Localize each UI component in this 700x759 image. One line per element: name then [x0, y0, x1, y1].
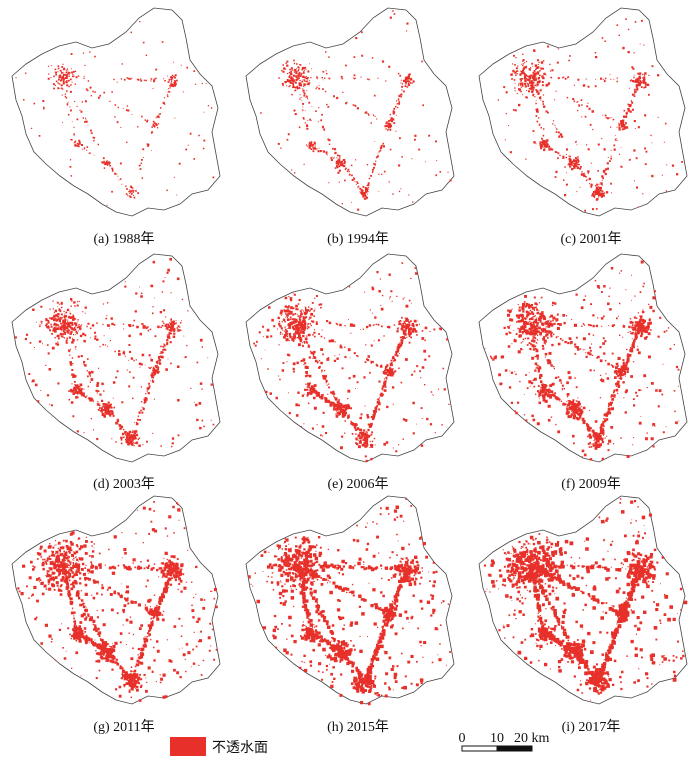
region-outline [11, 7, 221, 217]
region-outline [478, 495, 688, 705]
map-panel [245, 7, 455, 217]
region-outline [245, 7, 455, 217]
legend-label: 不透水面 [212, 740, 268, 756]
legend-swatch [170, 737, 206, 756]
map-panel [478, 7, 688, 217]
panel-caption: (a) 1988年 [93, 231, 154, 247]
scale-bar-black [496, 745, 533, 752]
panel-caption: (f) 2009年 [561, 476, 621, 492]
scale-tick: 10 [490, 731, 504, 746]
region-outline [478, 7, 688, 217]
scale-tick: 20 km [514, 731, 550, 746]
map-panel [245, 253, 455, 463]
panel-caption: (g) 2011年 [93, 719, 154, 735]
panel-caption: (h) 2015年 [327, 719, 389, 735]
maps [11, 7, 688, 706]
impervious-surface [484, 260, 680, 461]
panel-caption: (i) 2017年 [562, 719, 621, 735]
panel-caption: (b) 1994年 [327, 231, 389, 247]
region-outline [11, 253, 221, 463]
region-outline [478, 253, 688, 463]
region-outline [245, 495, 455, 705]
scale-bar-white [461, 745, 498, 752]
map-panel [478, 495, 688, 705]
impervious-surface [17, 501, 218, 702]
panel-caption: (e) 2006年 [327, 476, 388, 492]
impervious-surface [497, 18, 683, 212]
map-panel [245, 495, 455, 706]
impervious-surface [248, 498, 451, 706]
map-panel [11, 7, 221, 217]
impervious-surface [483, 498, 688, 701]
map-panel [11, 253, 221, 463]
impervious-surface [253, 262, 450, 462]
region-outline [11, 495, 221, 705]
scale-tick: 0 [459, 731, 466, 746]
map-panel [11, 495, 221, 705]
panel-caption: (c) 2001年 [560, 231, 621, 247]
map-panel [478, 253, 688, 463]
panel-caption: (d) 2003年 [93, 476, 155, 492]
